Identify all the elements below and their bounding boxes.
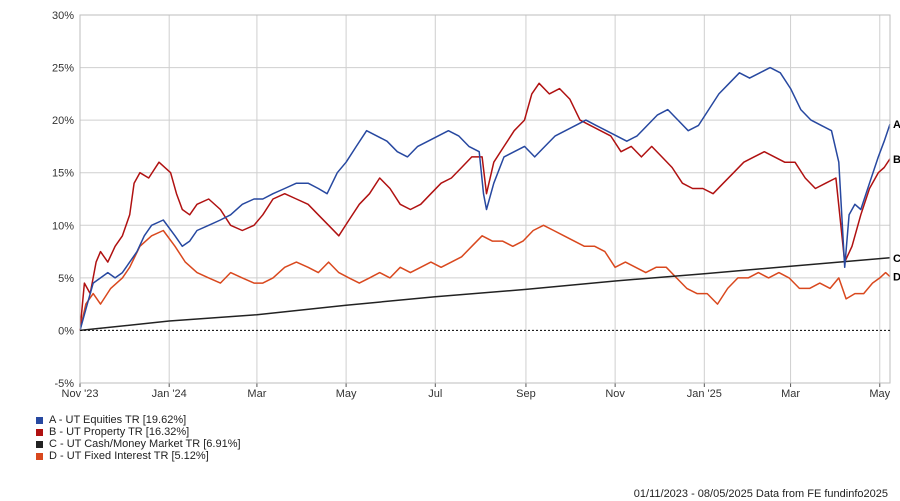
legend-swatch: [36, 416, 43, 424]
legend-label: C - UT Cash/Money Market TR [6.91%]: [49, 438, 241, 450]
legend-swatch: [36, 428, 43, 436]
legend-item: B - UT Property TR [16.32%]: [36, 426, 241, 438]
y-tick-label: 10%: [52, 220, 74, 232]
chart-legend: A - UT Equities TR [19.62%] B - UT Proper…: [36, 414, 241, 462]
legend-item: C - UT Cash/Money Market TR [6.91%]: [36, 438, 241, 450]
chart-grid: [79, 14, 890, 384]
legend-swatch: [36, 452, 43, 460]
series-line-c: [79, 257, 891, 332]
y-tick-label: 0%: [58, 325, 74, 337]
x-tick-label: Jan '24: [152, 388, 187, 400]
x-tick-label: Sep: [516, 388, 536, 400]
legend-item: D - UT Fixed Interest TR [5.12%]: [36, 450, 241, 462]
x-tick-label: Nov: [605, 388, 625, 400]
series-line-b: [79, 82, 891, 331]
x-tick-label: Mar: [781, 388, 800, 400]
legend-swatch: [36, 440, 43, 448]
y-tick-label: 5%: [58, 273, 74, 285]
plot-frame: [79, 14, 891, 384]
chart-axes: [79, 14, 891, 387]
x-tick-label: Nov '23: [62, 388, 99, 400]
legend-label: A - UT Equities TR [19.62%]: [49, 414, 187, 426]
legend-item: A - UT Equities TR [19.62%]: [36, 414, 241, 426]
x-tick-label: Mar: [247, 388, 266, 400]
x-tick-label: Jul: [428, 388, 442, 400]
legend-label: D - UT Fixed Interest TR [5.12%]: [49, 450, 209, 462]
legend-label: B - UT Property TR [16.32%]: [49, 426, 190, 438]
end-label-c: C: [893, 253, 900, 265]
y-tick-label: 20%: [52, 115, 74, 127]
chart-series: [79, 66, 891, 332]
x-tick-label: May: [336, 388, 357, 400]
x-tick-label: Jan '25: [687, 388, 722, 400]
y-tick-label: 15%: [52, 168, 74, 180]
series-line-a: [79, 66, 891, 331]
y-tick-label: 30%: [52, 10, 74, 22]
end-label-a: A: [893, 119, 900, 131]
data-source-footer: 01/11/2023 - 08/05/2025 Data from FE fun…: [633, 488, 888, 500]
chart-tick-labels: -5% 0% 5% 10% 15% 20% 25% 30% Nov '23 Jan '24 Mar M…: [52, 10, 891, 400]
x-tick-label: May: [869, 388, 890, 400]
end-label-d: D: [893, 272, 900, 284]
y-tick-label: -5%: [54, 378, 74, 390]
series-line-d: [79, 224, 891, 331]
chart-end-labels: A B CD: [893, 119, 900, 283]
end-label-b: B: [893, 154, 900, 166]
y-tick-label: 25%: [52, 63, 74, 75]
